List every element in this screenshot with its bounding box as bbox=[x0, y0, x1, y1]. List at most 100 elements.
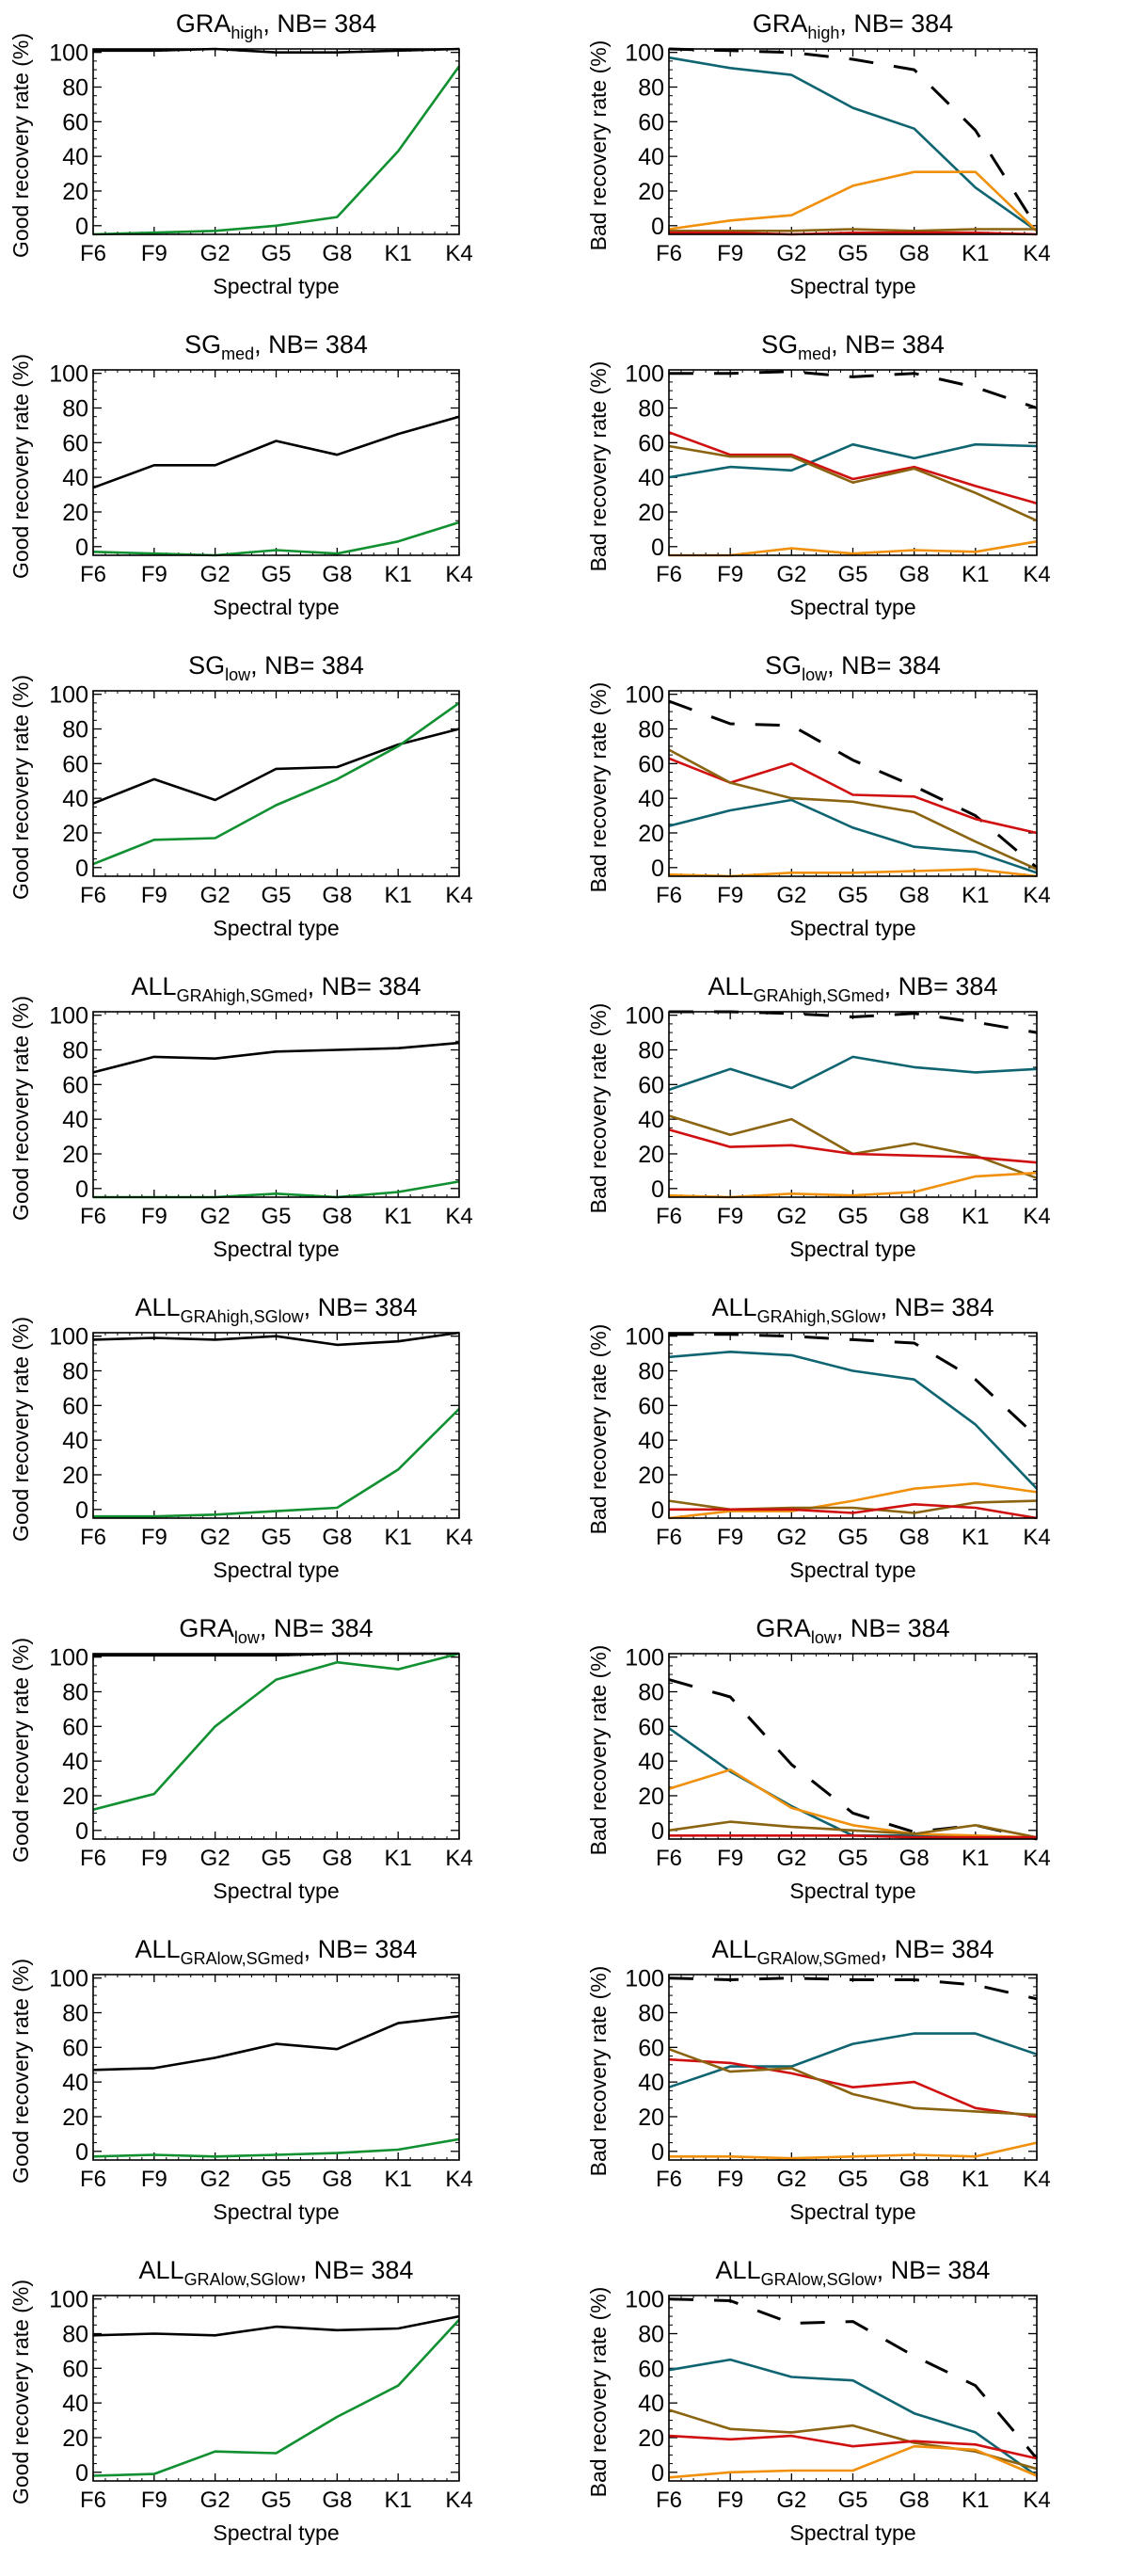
x-tick-label: F6 bbox=[656, 2488, 682, 2513]
x-tick-label: K1 bbox=[384, 2488, 411, 2513]
y-axis-label: Bad recovery rate (%) bbox=[586, 2287, 611, 2498]
y-tick-label: 60 bbox=[62, 751, 88, 777]
x-tick-label: K1 bbox=[384, 1846, 411, 1871]
plot-frame bbox=[92, 1011, 460, 1198]
chart-panel-12: GRAlow, NB= 384 Bad recovery rate (%) Spec… bbox=[586, 1614, 1051, 1903]
x-axis-label: Spectral type bbox=[789, 2520, 915, 2545]
x-tick-label: G5 bbox=[261, 562, 291, 587]
series-line-total bbox=[92, 2314, 460, 2337]
x-tick-label: F9 bbox=[141, 1846, 167, 1871]
plot-frame bbox=[668, 48, 1038, 235]
x-tick-label: K4 bbox=[445, 2488, 472, 2513]
x-tick-label: F6 bbox=[656, 562, 682, 587]
chart-title: ALLGRAlow,SGmed, NB= 384 bbox=[135, 1935, 418, 1968]
x-axis-label: Spectral type bbox=[213, 595, 339, 619]
series-line-green bbox=[92, 1652, 460, 1811]
title-suffix: , NB= 384 bbox=[884, 972, 998, 1000]
y-tick-label: 0 bbox=[651, 1176, 664, 1203]
y-tick-label: 40 bbox=[638, 786, 664, 812]
y-tick-label: 100 bbox=[49, 1966, 88, 1992]
y-tick-label: 0 bbox=[75, 856, 88, 882]
x-tick-label: G5 bbox=[261, 241, 291, 266]
x-tick-label: G8 bbox=[899, 1846, 930, 1871]
chart-panel-5: SGlow, NB= 384 Good recovery rate (%) Spec… bbox=[8, 651, 473, 940]
series-line-green bbox=[93, 1180, 460, 1199]
plot-frame bbox=[92, 369, 460, 556]
x-tick-label: F9 bbox=[717, 562, 743, 587]
y-tick-label: 80 bbox=[62, 1680, 88, 1706]
title-main: SG bbox=[184, 330, 221, 359]
x-tick-label: G2 bbox=[776, 562, 806, 587]
chart-panel-15: ALLGRAlow,SGlow, NB= 384 Good recovery ra… bbox=[8, 2256, 473, 2545]
series-line-red bbox=[669, 1503, 1038, 1520]
y-tick-label: 60 bbox=[638, 109, 664, 136]
x-tick-label: F9 bbox=[717, 2167, 743, 2192]
chart-panel-4: SGmed, NB= 384 Bad recovery rate (%) Spect… bbox=[586, 330, 1051, 619]
x-tick-label: G2 bbox=[776, 241, 806, 266]
x-tick-label: G8 bbox=[899, 1204, 930, 1229]
title-suffix: , NB= 384 bbox=[839, 9, 953, 38]
x-tick-label: F9 bbox=[717, 1204, 743, 1229]
x-tick-label: F6 bbox=[80, 2167, 106, 2192]
plot-frame bbox=[668, 1974, 1038, 2161]
y-tick-label: 80 bbox=[638, 75, 664, 102]
y-tick-label: 20 bbox=[638, 2104, 664, 2131]
y-tick-label: 60 bbox=[62, 109, 88, 136]
plot-frame bbox=[92, 1653, 460, 1840]
x-tick-label: G5 bbox=[837, 1525, 867, 1550]
chart-title: GRAhigh, NB= 384 bbox=[176, 9, 376, 42]
series-line-teal bbox=[668, 798, 1038, 874]
x-tick-label: G2 bbox=[200, 883, 231, 908]
y-tick-label: 100 bbox=[49, 1003, 88, 1030]
x-tick-label: G2 bbox=[776, 1846, 806, 1871]
y-tick-label: 0 bbox=[75, 2139, 88, 2166]
x-tick-label: G5 bbox=[261, 1525, 291, 1550]
y-tick-label: 60 bbox=[638, 1393, 664, 1419]
title-suffix: , NB= 384 bbox=[877, 2256, 991, 2284]
y-tick-label: 60 bbox=[638, 1714, 664, 1740]
y-axis-label: Good recovery rate (%) bbox=[8, 354, 33, 579]
chart-panel-7: ALLGRAhigh,SGmed, NB= 384 Good recovery r… bbox=[8, 972, 473, 1261]
title-subscript: high bbox=[807, 24, 839, 42]
x-tick-label: F9 bbox=[141, 1525, 167, 1550]
chart-panel-2: GRAhigh, NB= 384 Bad recovery rate (%) Spe… bbox=[586, 9, 1051, 298]
y-axis-label: Bad recovery rate (%) bbox=[586, 40, 611, 251]
series-line-teal bbox=[668, 2358, 1038, 2477]
series-line-brown bbox=[668, 444, 1038, 522]
x-axis-label: Spectral type bbox=[213, 2520, 339, 2545]
x-tick-label: G8 bbox=[322, 2488, 352, 2513]
x-tick-label: G8 bbox=[899, 883, 930, 908]
x-axis-label: Spectral type bbox=[789, 1879, 915, 1903]
y-tick-label: 0 bbox=[75, 1497, 88, 1524]
x-tick-label: G5 bbox=[261, 1846, 291, 1871]
y-tick-label: 80 bbox=[638, 1038, 664, 1064]
x-tick-label: G8 bbox=[899, 2167, 930, 2192]
y-tick-label: 100 bbox=[49, 682, 88, 709]
title-subscript: low bbox=[225, 665, 251, 684]
series-line-brown bbox=[669, 228, 1037, 232]
chart-title: GRAlow, NB= 384 bbox=[755, 1614, 949, 1647]
y-axis-label: Good recovery rate (%) bbox=[8, 1959, 33, 2184]
series-line-red bbox=[668, 2057, 1038, 2119]
x-tick-label: K4 bbox=[445, 562, 472, 587]
chart-panel-11: GRAlow, NB= 384 Good recovery rate (%) Spe… bbox=[8, 1614, 473, 1903]
x-tick-label: G8 bbox=[322, 1204, 352, 1229]
y-tick-label: 100 bbox=[625, 361, 664, 388]
x-tick-label: F9 bbox=[141, 2488, 167, 2513]
series-line-teal bbox=[668, 56, 1038, 232]
title-subscript: GRAlow,SGlow bbox=[761, 2270, 878, 2289]
y-tick-label: 100 bbox=[49, 40, 88, 67]
series-line-teal bbox=[668, 1727, 1037, 1839]
title-suffix: , NB= 384 bbox=[300, 2256, 414, 2284]
chart-panel-10: ALLGRAhigh,SGlow, NB= 384 Bad recovery ra… bbox=[586, 1293, 1051, 1582]
series-line-dashed-total bbox=[669, 1333, 1039, 1438]
series-line-red bbox=[668, 2434, 1038, 2460]
y-tick-label: 60 bbox=[638, 751, 664, 777]
title-suffix: , NB= 384 bbox=[831, 330, 945, 359]
x-tick-label: K4 bbox=[1023, 1204, 1050, 1229]
y-axis-label: Bad recovery rate (%) bbox=[586, 682, 611, 893]
title-suffix: , NB= 384 bbox=[250, 651, 364, 680]
x-tick-label: G5 bbox=[837, 1204, 867, 1229]
series-line-orange bbox=[668, 2444, 1038, 2479]
y-tick-label: 100 bbox=[625, 1324, 664, 1351]
